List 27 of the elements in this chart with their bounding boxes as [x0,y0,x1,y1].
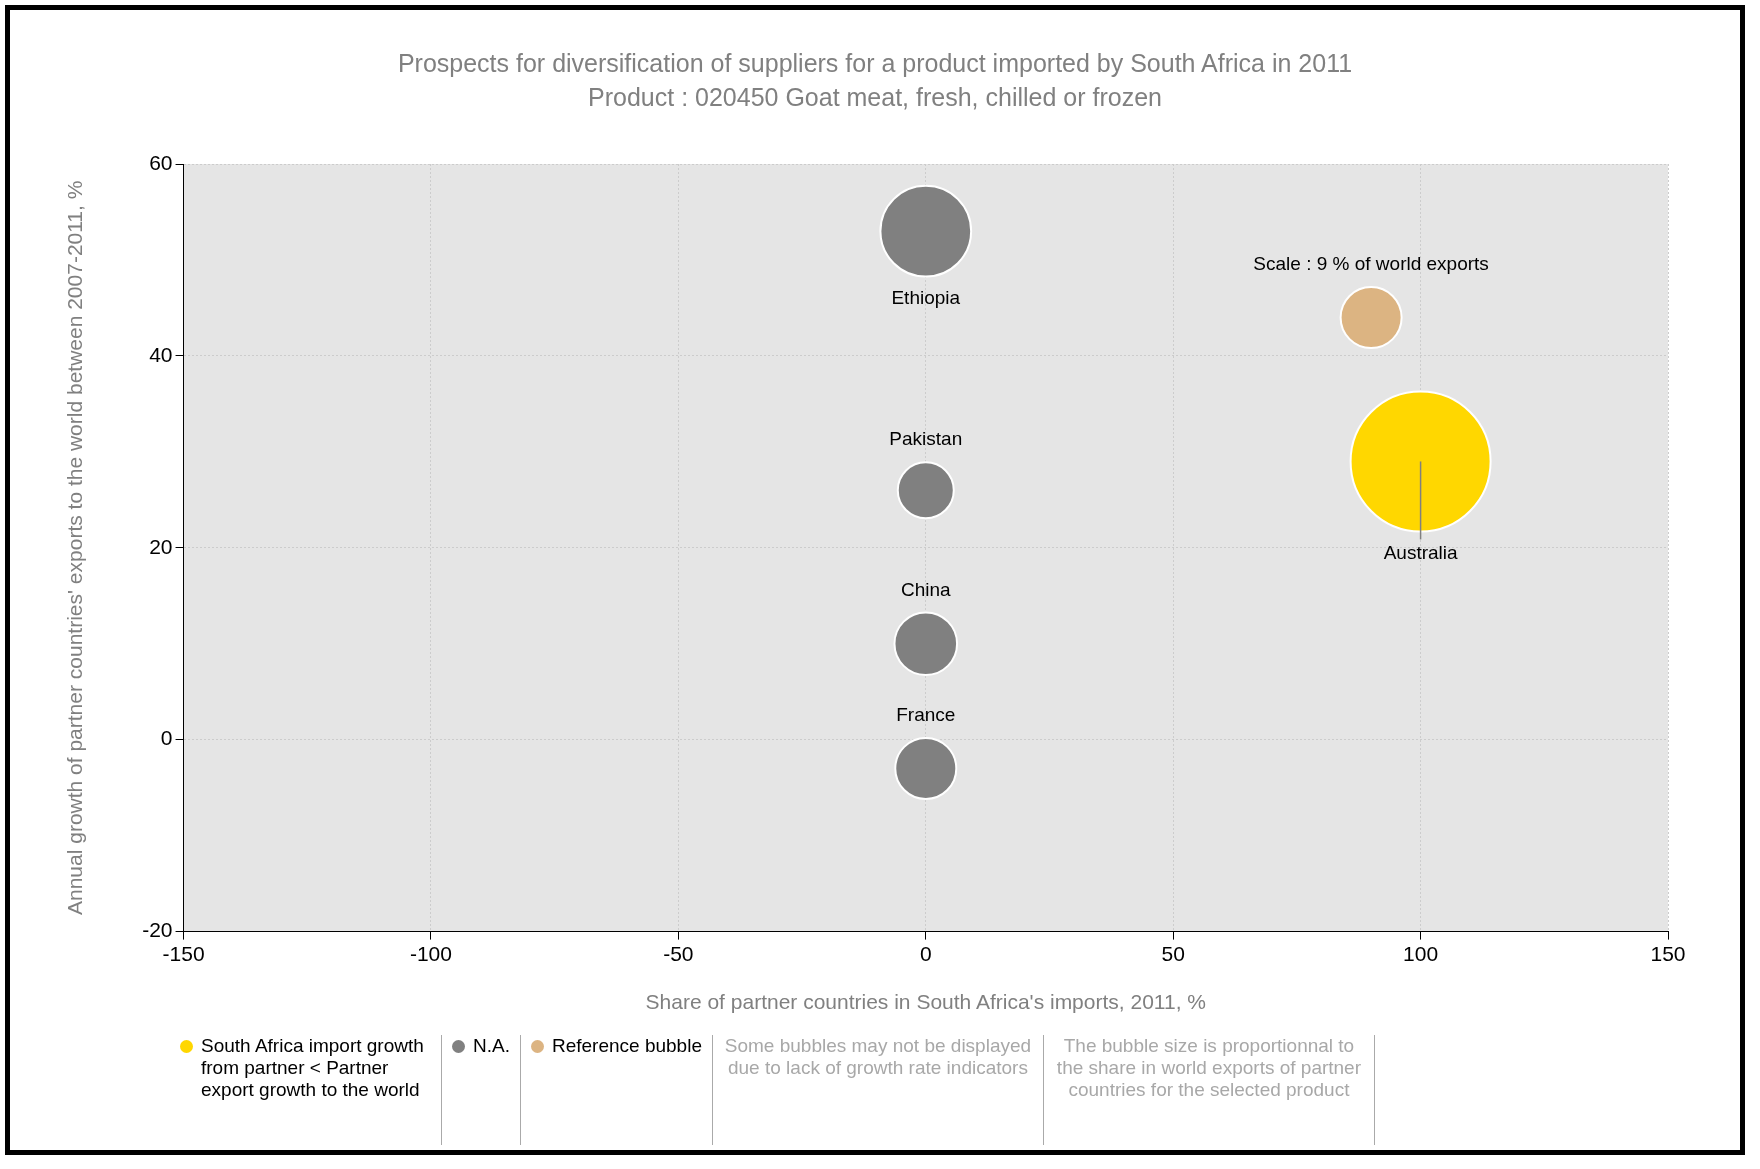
x-axis-title: Share of partner countries in South Africa's imports, 2011, % [645,990,1206,1014]
x-tick-label: 150 [1650,942,1686,965]
y-tick-label: 20 [149,534,173,558]
chart-title: Prospects for diversification of suppliers for a product imported by South Africa in 2011 [397,48,1353,77]
x-tick-label: 50 [1161,942,1185,965]
annotation: France [896,704,956,726]
annotation: Ethiopia [891,286,961,308]
y-tick-label: 40 [149,342,173,366]
chart-subtitle: Product : 020450 Goat meat, fresh, chilled or frozen [588,82,1162,111]
y-tick-label: 0 [160,726,173,750]
y-tick-label: -20 [142,918,173,942]
x-tick-label: 100 [1403,942,1439,965]
legend-label: N.A. [473,1035,510,1057]
y-axis-title: Annual growth of partner countries' exports to the world between 2007-2011, % [63,180,87,915]
x-tick-label: 0 [919,942,932,965]
y-tick-label: 60 [149,150,173,174]
annotation: Scale : 9 % of world exports [1253,253,1489,275]
x-tick-label: -100 [409,942,452,965]
x-tick-label: -50 [663,942,694,965]
text: Some bubbles may not be displayed due to lack of growth rate indicators [723,1035,1033,1079]
legend-label: South Africa import growth from partner < Partner export growth to the world [201,1035,425,1101]
legend-label: Reference bubble [551,1035,702,1057]
annotation: Pakistan [889,428,963,450]
x-tick-label: -150 [162,942,205,965]
annotation: Australia [1383,541,1458,563]
annotation: China [900,578,952,600]
text: The bubble size is proportionnal to the share in world exports of partner countries for the selected product [1055,1035,1363,1101]
